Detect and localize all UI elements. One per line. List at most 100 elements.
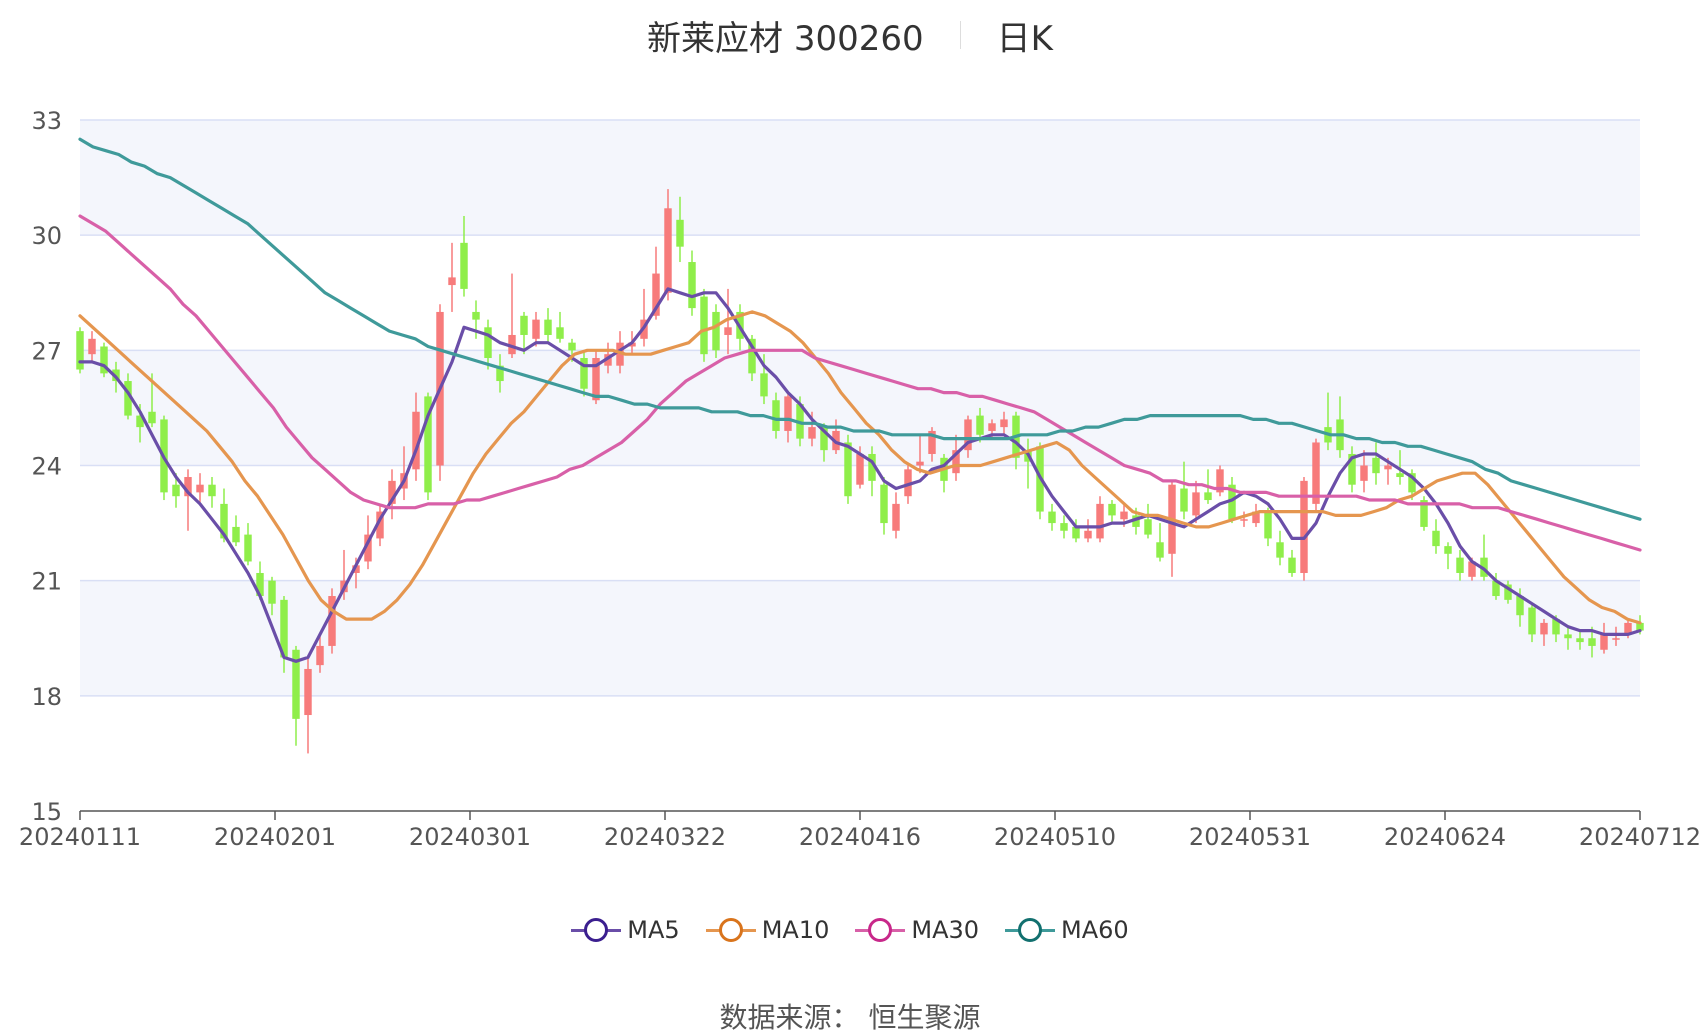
candle-body bbox=[1000, 419, 1008, 428]
candle-body bbox=[1348, 453, 1356, 485]
candle-body bbox=[1468, 561, 1476, 577]
candle-body bbox=[1504, 584, 1512, 600]
candle-body bbox=[1396, 473, 1404, 478]
candle-body bbox=[88, 338, 96, 355]
candle-body bbox=[976, 415, 984, 435]
candle-body bbox=[412, 411, 420, 470]
legend-label-ma5: MA5 bbox=[627, 916, 680, 944]
y-tick-label: 27 bbox=[31, 337, 62, 365]
candle-body bbox=[700, 296, 708, 355]
candle-body bbox=[568, 342, 576, 351]
candle-body bbox=[820, 427, 828, 451]
candle-body bbox=[1360, 465, 1368, 481]
candle-body bbox=[376, 511, 384, 539]
candle-body bbox=[1072, 526, 1080, 539]
candle-body bbox=[460, 242, 468, 289]
x-tick-label: 20240531 bbox=[1189, 823, 1311, 851]
candle-body bbox=[580, 358, 588, 389]
candle-body bbox=[868, 453, 876, 481]
series-line-ma5 bbox=[78, 287, 1642, 663]
grid-band bbox=[80, 580, 1640, 696]
grid-band bbox=[80, 120, 1640, 236]
x-tick-label: 20240712 bbox=[1579, 823, 1700, 851]
y-tick-label: 15 bbox=[31, 798, 62, 826]
candle-body bbox=[1120, 511, 1128, 520]
candle-body bbox=[556, 327, 564, 339]
candle-body bbox=[664, 208, 672, 293]
candle-body bbox=[208, 484, 216, 497]
legend-label-ma60: MA60 bbox=[1061, 916, 1129, 944]
candle-body bbox=[148, 411, 156, 424]
series-line-ma30 bbox=[78, 214, 1642, 552]
candle-body bbox=[1192, 492, 1200, 516]
candle-body bbox=[880, 484, 888, 524]
candle-body bbox=[1588, 638, 1596, 646]
x-tick-label: 20240624 bbox=[1384, 823, 1506, 851]
candle-body bbox=[892, 503, 900, 531]
legend-marker-ma60 bbox=[1005, 918, 1056, 942]
candle-body bbox=[424, 396, 432, 493]
candle-body bbox=[232, 526, 240, 543]
legend-marker-ma5 bbox=[571, 918, 622, 942]
candle-body bbox=[1576, 638, 1584, 643]
x-tick-label: 20240322 bbox=[604, 823, 726, 851]
candle-body bbox=[1492, 580, 1500, 597]
legend-item-ma5[interactable]: MA5 bbox=[571, 916, 680, 944]
candle-body bbox=[544, 319, 552, 335]
candlestick-chart: 15 18 21 24 27 30 33 20240111 20240201 20240301 20… bbox=[19, 107, 1700, 851]
candle-body bbox=[304, 668, 312, 716]
candle-body bbox=[808, 427, 816, 439]
period-label: 日K bbox=[996, 18, 1053, 59]
data-source: 数据来源： 恒生聚源 bbox=[719, 1001, 981, 1034]
candle-body bbox=[952, 450, 960, 474]
y-tick-label: 18 bbox=[31, 683, 62, 711]
legend-item-ma30[interactable]: MA30 bbox=[855, 916, 979, 944]
candle-body bbox=[592, 358, 600, 401]
candle-body bbox=[1276, 542, 1284, 558]
candle-body bbox=[172, 484, 180, 497]
y-tick-label: 33 bbox=[31, 107, 62, 135]
candle-body bbox=[508, 334, 516, 355]
candle-body bbox=[1300, 480, 1308, 573]
candle-body bbox=[256, 572, 264, 597]
candle-body bbox=[856, 453, 864, 485]
candle-body bbox=[1540, 622, 1548, 635]
candle-body bbox=[124, 381, 132, 416]
candle-body bbox=[292, 649, 300, 719]
legend-marker-ma30 bbox=[855, 918, 906, 942]
candle-body bbox=[136, 415, 144, 428]
candle-body bbox=[328, 596, 336, 646]
candle-body bbox=[196, 484, 204, 493]
candle-body bbox=[1132, 515, 1140, 527]
series-line-ma10 bbox=[78, 310, 1642, 625]
candle-body bbox=[76, 331, 84, 370]
legend-item-ma60[interactable]: MA60 bbox=[1005, 916, 1129, 944]
candle-body bbox=[928, 430, 936, 454]
candle-body bbox=[724, 327, 732, 335]
candle-body bbox=[760, 373, 768, 397]
chart-title: 新莱应材 300260 bbox=[647, 18, 924, 59]
candle-body bbox=[1180, 488, 1188, 512]
candle-body bbox=[472, 311, 480, 320]
candle-body bbox=[1060, 523, 1068, 531]
candle-body bbox=[1156, 542, 1164, 558]
candle-body bbox=[688, 262, 696, 309]
legend-item-ma10[interactable]: MA10 bbox=[705, 916, 829, 944]
candle-body bbox=[364, 534, 372, 562]
candle-body bbox=[1528, 607, 1536, 635]
candle-body bbox=[1624, 622, 1632, 635]
candle-body bbox=[1516, 596, 1524, 616]
candle-body bbox=[1264, 511, 1272, 539]
candle-body bbox=[1048, 511, 1056, 524]
candle-body bbox=[1384, 465, 1392, 470]
candle-body bbox=[316, 645, 324, 666]
candle-body bbox=[388, 480, 396, 504]
candle-body bbox=[844, 442, 852, 497]
candle-body bbox=[484, 327, 492, 359]
candle-body bbox=[772, 400, 780, 431]
candle-body bbox=[652, 273, 660, 316]
candle-body bbox=[1144, 519, 1152, 535]
x-tick-label: 20240510 bbox=[994, 823, 1116, 851]
candle-body bbox=[1240, 519, 1248, 521]
candle-body bbox=[1612, 638, 1620, 640]
